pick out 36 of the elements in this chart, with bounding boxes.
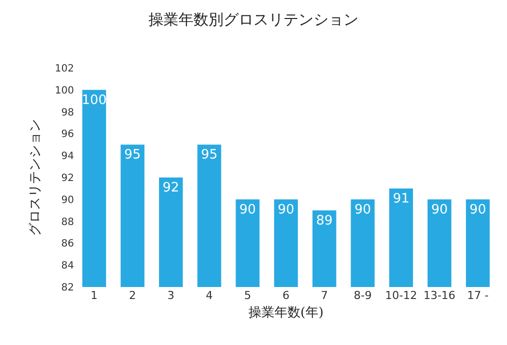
data-label: 90 [278, 202, 294, 218]
y-axis-title: グロスリテンション [28, 119, 43, 236]
y-tick-label: 102 [54, 64, 74, 74]
data-label: 90 [239, 202, 256, 218]
y-tick-label: 100 [54, 85, 74, 96]
y-tick-label: 90 [61, 194, 74, 206]
x-axis-title: 操業年数(年) [248, 306, 324, 321]
y-tick-label: 98 [61, 107, 74, 118]
y-tick-label: 92 [61, 173, 74, 184]
x-tick-label: 3 [167, 289, 174, 302]
x-tick-label: 6 [282, 289, 290, 302]
data-label: 95 [124, 148, 141, 163]
x-tick-label: 17 - [467, 289, 489, 302]
data-label: 95 [201, 148, 218, 163]
x-tick-label: 13-16 [423, 289, 456, 302]
y-tick-label: 94 [61, 151, 74, 162]
data-label: 90 [354, 202, 371, 218]
data-label: 92 [162, 180, 180, 196]
y-tick-label: 88 [61, 216, 74, 228]
x-tick-label: 7 [320, 289, 328, 302]
chart-title: 操業年数別グロスリテンション [148, 10, 358, 28]
data-label: 89 [316, 213, 333, 228]
data-label: 90 [431, 202, 448, 218]
data-label: 100 [82, 92, 107, 108]
x-tick-label: 10-12 [385, 289, 418, 302]
data-label: 91 [392, 191, 410, 206]
y-tick-label: 84 [61, 260, 74, 272]
x-tick-label: 1 [90, 289, 98, 302]
y-tick-label: 86 [61, 238, 74, 250]
x-tick-label: 5 [244, 289, 252, 302]
x-tick-label: 4 [206, 289, 213, 302]
data-label: 90 [470, 202, 486, 218]
x-tick-label: 8-9 [354, 289, 372, 302]
x-tick-label: 2 [129, 289, 136, 302]
y-tick-label: 96 [61, 129, 74, 140]
y-tick-label: 82 [61, 282, 74, 294]
